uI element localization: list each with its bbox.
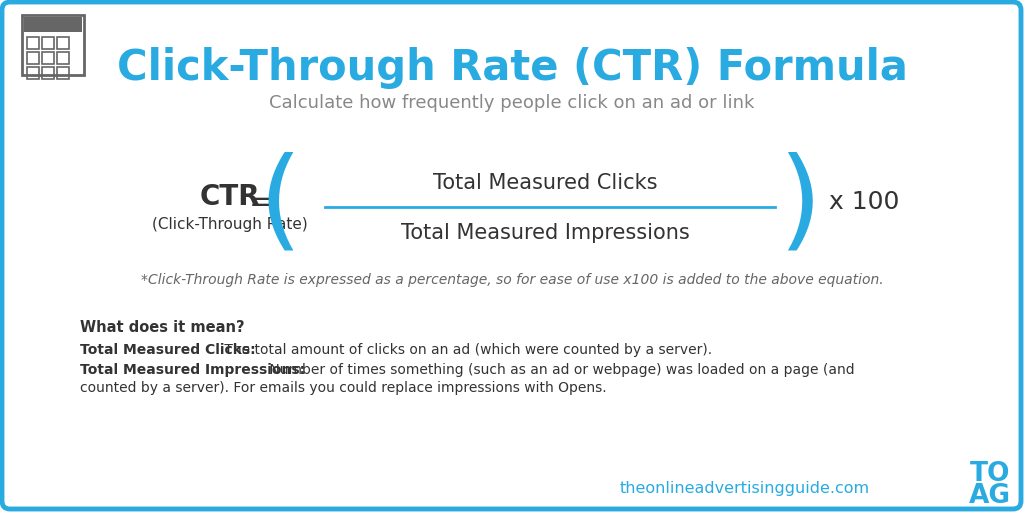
Text: counted by a server). For emails you could replace impressions with Opens.: counted by a server). For emails you cou…: [80, 381, 606, 395]
Text: AG: AG: [969, 483, 1011, 509]
Text: =: =: [249, 187, 274, 217]
Text: Total Measured Clicks: Total Measured Clicks: [433, 173, 657, 193]
Text: Calculate how frequently people click on an ad or link: Calculate how frequently people click on…: [269, 94, 755, 112]
Text: (Click-Through Rate): (Click-Through Rate): [153, 218, 308, 232]
Text: Total Measured Impressions: Total Measured Impressions: [400, 223, 689, 243]
Text: Number of times something (such as an ad or webpage) was loaded on a page (and: Number of times something (such as an ad…: [265, 363, 855, 377]
FancyBboxPatch shape: [24, 17, 82, 32]
Text: The total amount of clicks on an ad (which were counted by a server).: The total amount of clicks on an ad (whi…: [220, 343, 712, 357]
Text: TO: TO: [970, 461, 1011, 487]
Text: Total Measured Clicks:: Total Measured Clicks:: [80, 343, 256, 357]
Text: ): ): [778, 152, 821, 259]
Text: CTR: CTR: [200, 183, 260, 211]
Text: Total Measured Impressions:: Total Measured Impressions:: [80, 363, 305, 377]
Text: What does it mean?: What does it mean?: [80, 321, 245, 335]
Text: (: (: [258, 152, 302, 259]
Text: x 100: x 100: [821, 190, 899, 214]
Text: *Click-Through Rate is expressed as a percentage, so for ease of use x100 is add: *Click-Through Rate is expressed as a pe…: [140, 273, 884, 287]
Text: theonlineadvertisingguide.com: theonlineadvertisingguide.com: [620, 480, 870, 496]
Text: Click-Through Rate (CTR) Formula: Click-Through Rate (CTR) Formula: [117, 47, 907, 89]
